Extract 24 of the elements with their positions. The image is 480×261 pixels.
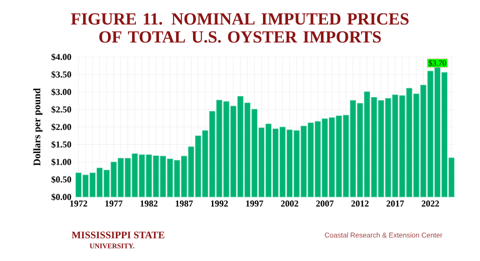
x-tick-label: 2002 (281, 200, 298, 207)
y-tick-label: $3.50 (52, 70, 72, 78)
y-tick-label: $3.00 (52, 88, 72, 96)
y-tick-label: $0.50 (52, 176, 72, 184)
x-tick-label: 1972 (70, 200, 88, 207)
x-tick-label: 1992 (210, 200, 228, 207)
y-tick-label: $2.50 (52, 106, 72, 114)
y-tick-label: $4.00 (52, 53, 72, 61)
x-tick-label: 2017 (386, 200, 404, 207)
y-tick-label: $0.00 (52, 193, 72, 201)
x-tick-label: 1977 (105, 200, 122, 207)
y-tick-label: $2.00 (52, 123, 72, 131)
x-tick-label: 2022 (422, 200, 439, 207)
x-tick-label: 1997 (246, 200, 264, 207)
x-tick-label: 1987 (176, 200, 193, 207)
text: MISSISSIPPI STATE (72, 232, 164, 238)
x-tick-label: 2007 (316, 200, 334, 207)
y-axis-title: Dollars per pound (33, 88, 42, 166)
y-tick-label: $1.00 (52, 158, 72, 166)
x-tick-label: 2012 (351, 200, 369, 207)
x-tick-label: 1982 (140, 200, 158, 207)
data-label: $3.70 (428, 60, 446, 66)
chart-title: FIGURE 11. NOMINAL IMPUTED PRICES OF TOTAL U.S. OYSTER IMPORTS (71, 13, 409, 43)
y-tick-label: $1.50 (52, 140, 72, 148)
